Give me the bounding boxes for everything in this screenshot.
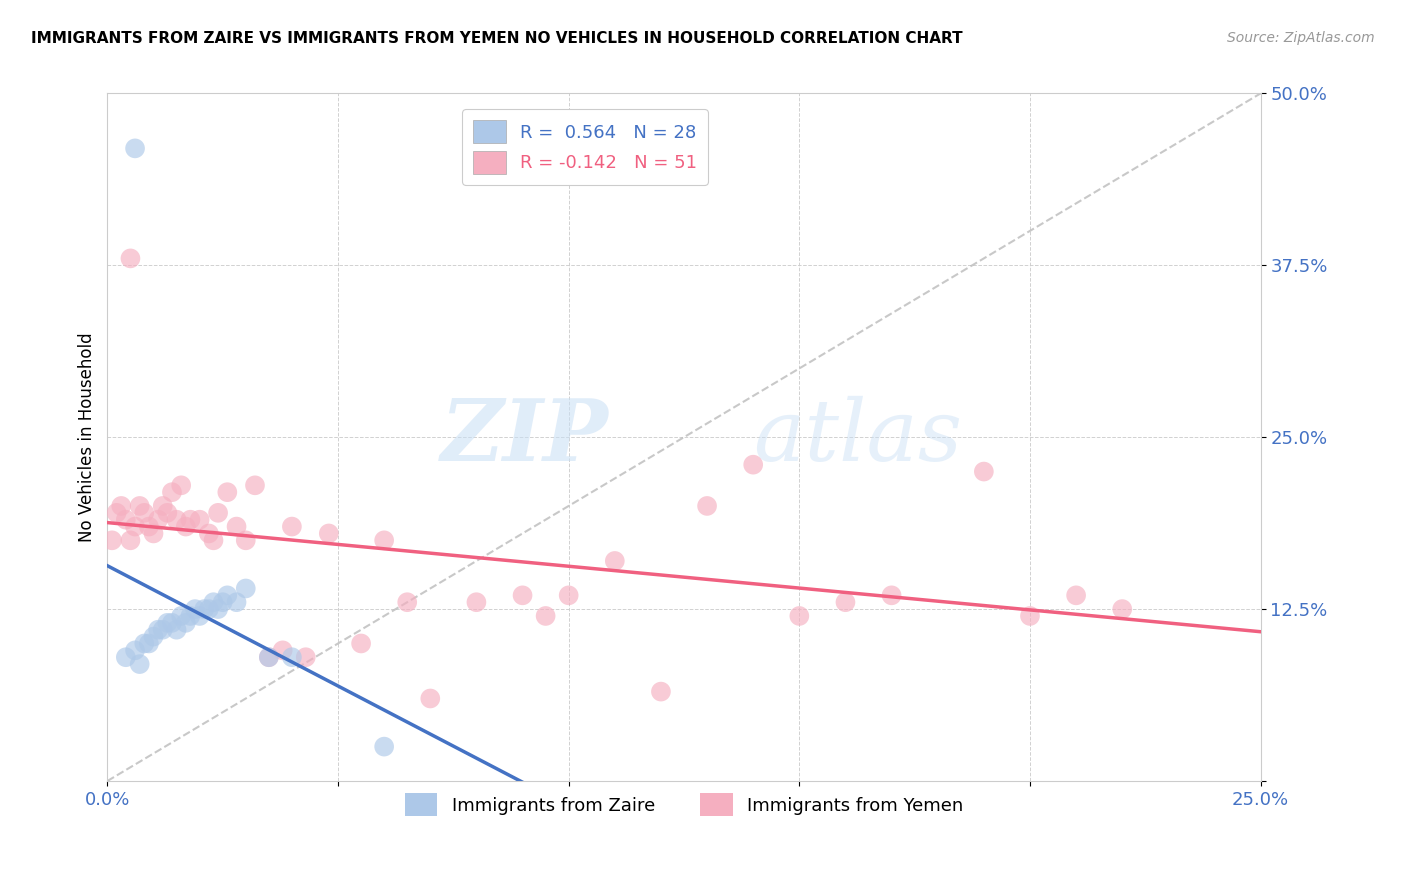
Point xyxy=(142,526,165,541)
Point xyxy=(166,623,188,637)
Point xyxy=(146,513,169,527)
Point xyxy=(174,615,197,630)
Point xyxy=(373,533,395,548)
Point xyxy=(138,519,160,533)
Point xyxy=(198,526,221,541)
Point xyxy=(880,588,903,602)
Point xyxy=(128,657,150,672)
Text: IMMIGRANTS FROM ZAIRE VS IMMIGRANTS FROM YEMEN NO VEHICLES IN HOUSEHOLD CORRELAT: IMMIGRANTS FROM ZAIRE VS IMMIGRANTS FROM… xyxy=(31,31,963,46)
Point xyxy=(156,506,179,520)
Point xyxy=(973,465,995,479)
Point xyxy=(350,636,373,650)
Point xyxy=(202,533,225,548)
Point xyxy=(179,609,201,624)
Point xyxy=(211,595,233,609)
Point xyxy=(373,739,395,754)
Point xyxy=(114,513,136,527)
Point xyxy=(650,684,672,698)
Point xyxy=(134,506,156,520)
Point xyxy=(281,519,304,533)
Point xyxy=(243,478,266,492)
Point xyxy=(134,636,156,650)
Point xyxy=(318,526,340,541)
Point xyxy=(166,513,188,527)
Point xyxy=(465,595,488,609)
Point xyxy=(138,636,160,650)
Point xyxy=(742,458,765,472)
Point xyxy=(1019,609,1042,624)
Point xyxy=(225,519,247,533)
Point xyxy=(281,650,304,665)
Point xyxy=(557,588,579,602)
Point xyxy=(696,499,718,513)
Point xyxy=(124,643,146,657)
Point xyxy=(789,609,811,624)
Point xyxy=(156,615,179,630)
Point xyxy=(184,602,207,616)
Point xyxy=(257,650,280,665)
Point xyxy=(257,650,280,665)
Point xyxy=(294,650,316,665)
Point xyxy=(120,533,142,548)
Point xyxy=(603,554,626,568)
Text: Source: ZipAtlas.com: Source: ZipAtlas.com xyxy=(1227,31,1375,45)
Point xyxy=(217,485,239,500)
Point xyxy=(124,141,146,155)
Legend: Immigrants from Zaire, Immigrants from Yemen: Immigrants from Zaire, Immigrants from Y… xyxy=(398,786,970,823)
Point xyxy=(101,533,124,548)
Point xyxy=(512,588,534,602)
Point xyxy=(160,485,183,500)
Point xyxy=(1064,588,1087,602)
Point xyxy=(128,499,150,513)
Point xyxy=(419,691,441,706)
Point xyxy=(834,595,856,609)
Point xyxy=(235,582,257,596)
Point xyxy=(198,602,221,616)
Text: ZIP: ZIP xyxy=(441,395,609,479)
Point xyxy=(120,252,142,266)
Point xyxy=(174,519,197,533)
Y-axis label: No Vehicles in Household: No Vehicles in Household xyxy=(79,333,96,542)
Point xyxy=(217,588,239,602)
Point xyxy=(235,533,257,548)
Point xyxy=(225,595,247,609)
Point xyxy=(160,615,183,630)
Point xyxy=(202,595,225,609)
Point xyxy=(188,513,211,527)
Point xyxy=(170,609,193,624)
Point xyxy=(152,623,174,637)
Point xyxy=(207,602,229,616)
Text: atlas: atlas xyxy=(754,396,962,478)
Point xyxy=(179,513,201,527)
Point xyxy=(534,609,557,624)
Point xyxy=(124,519,146,533)
Point xyxy=(170,478,193,492)
Point xyxy=(110,499,132,513)
Point xyxy=(396,595,419,609)
Point xyxy=(146,623,169,637)
Point xyxy=(271,643,294,657)
Point xyxy=(105,506,128,520)
Point xyxy=(142,630,165,644)
Point xyxy=(114,650,136,665)
Point xyxy=(193,602,215,616)
Point xyxy=(152,499,174,513)
Point xyxy=(188,609,211,624)
Point xyxy=(207,506,229,520)
Point xyxy=(1111,602,1133,616)
